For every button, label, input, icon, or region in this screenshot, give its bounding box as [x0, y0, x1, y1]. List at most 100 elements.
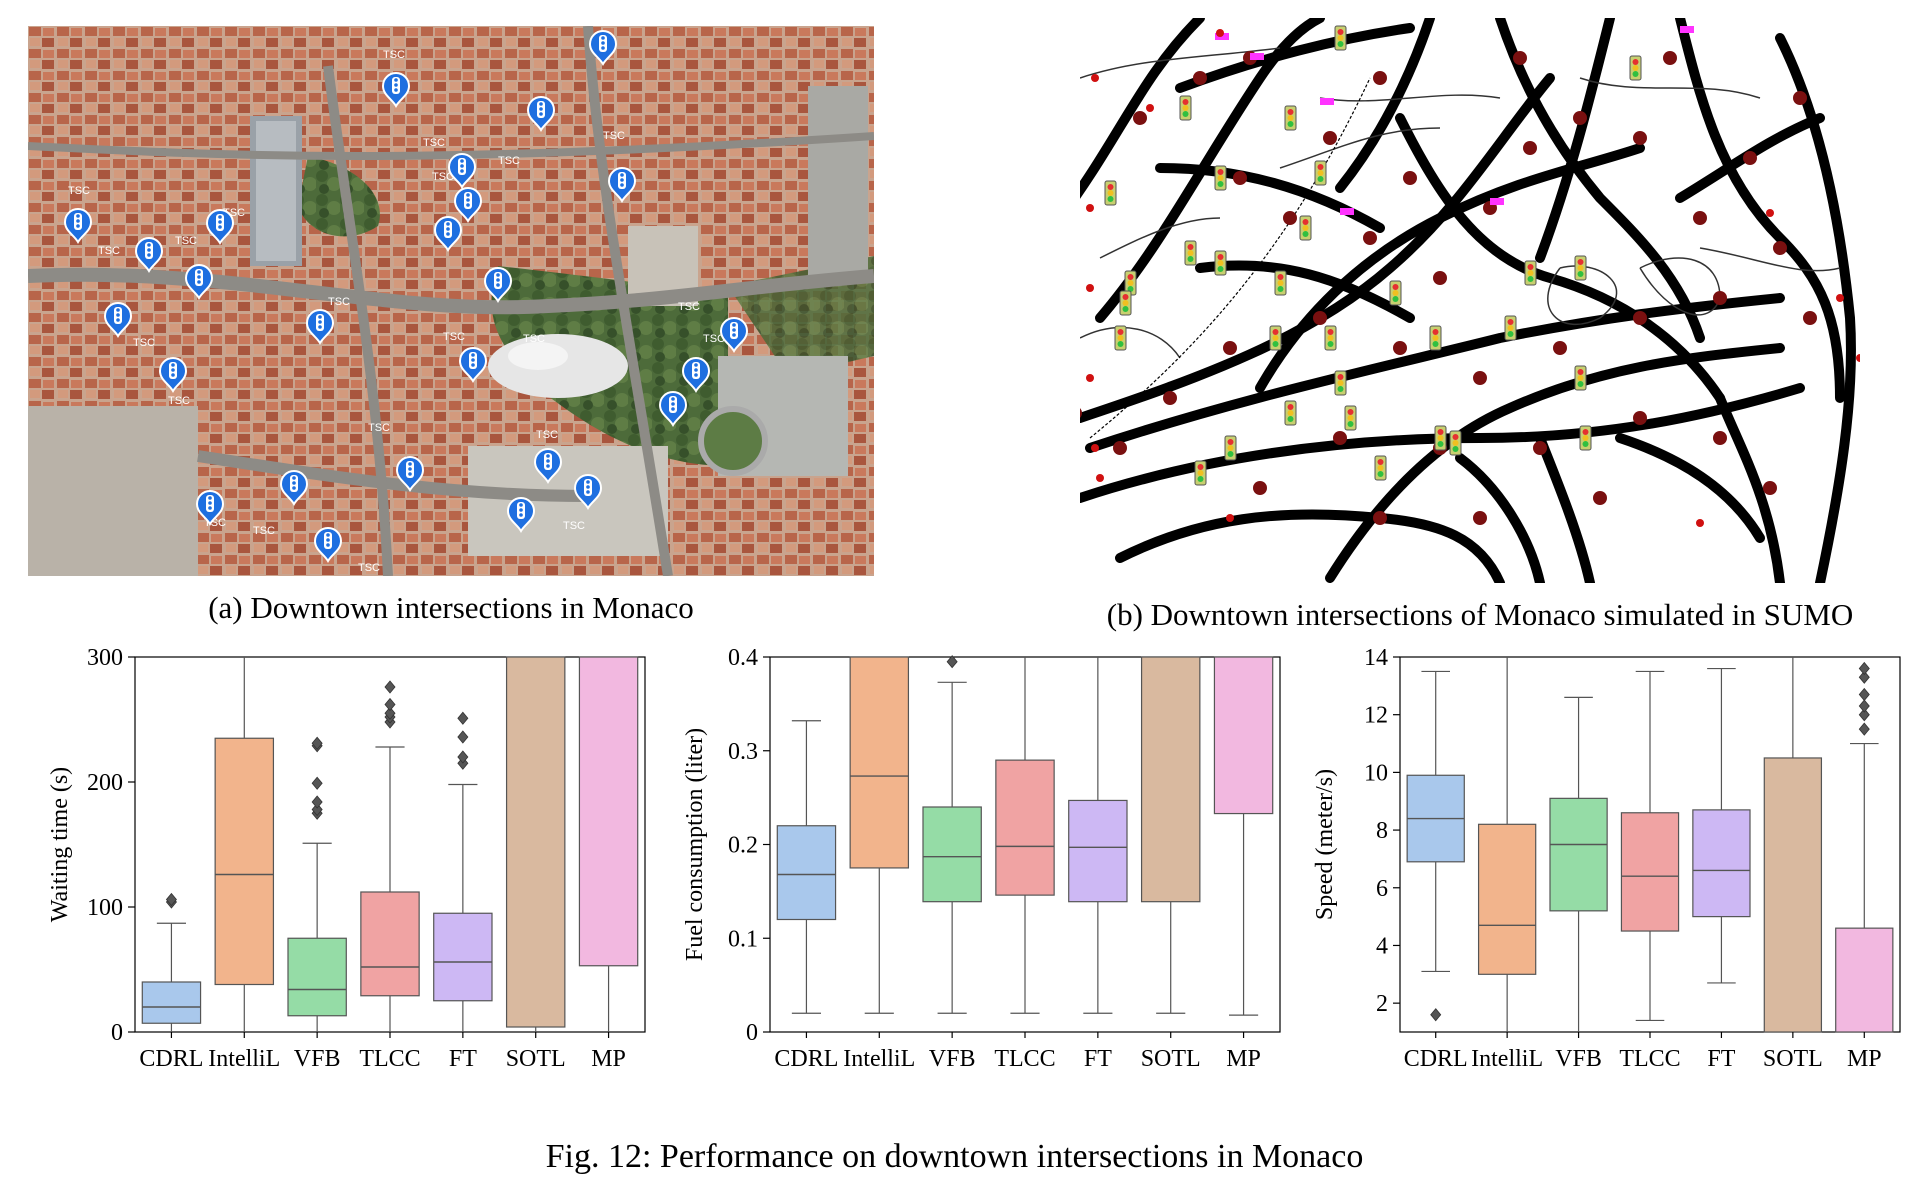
aerial-photo: TSC TSC TSC TSC TSC TSC TSC TSC TSC TSC TSC TSC TSC T… — [28, 26, 874, 576]
box-body — [287, 937, 347, 1017]
y-tick-label: 200 — [87, 770, 123, 796]
road-edge-minor — [1699, 247, 1841, 272]
junction-node — [1223, 341, 1237, 355]
junction-node — [1553, 341, 1567, 355]
box-cdrl — [776, 720, 837, 1014]
edge-highlight — [1340, 208, 1354, 215]
box-body — [1477, 823, 1537, 975]
x-tick-label: FT — [1707, 1046, 1735, 1072]
traffic-signal-pin-icon — [313, 527, 343, 564]
road-edge-minor — [1279, 127, 1441, 169]
x-tick-label: TLCC — [359, 1046, 420, 1072]
edge-highlight — [1320, 98, 1334, 105]
junction-node — [1323, 131, 1337, 145]
junction-node — [1113, 441, 1127, 455]
road-edge-minor — [1319, 94, 1501, 102]
traffic-signal-pin-icon — [395, 456, 425, 493]
tsc-badge: TSC — [703, 333, 725, 345]
road-edge-minor — [1099, 217, 1221, 259]
traffic-signal-pin-icon — [526, 96, 556, 133]
traffic-signal-pin-icon — [158, 357, 188, 394]
dead-end-node — [1146, 104, 1154, 112]
road-edge — [1095, 18, 1325, 323]
tsc-badge: TSC — [432, 171, 454, 183]
junction-node — [1793, 91, 1807, 105]
traffic-signal-pin-icon — [588, 30, 618, 67]
tsc-badge: TSC — [68, 185, 90, 197]
outlier-point — [1858, 687, 1870, 702]
y-tick-label: 0 — [746, 1020, 758, 1046]
box-vfb — [1549, 696, 1608, 1032]
box-sotl — [1763, 657, 1823, 1033]
box-tlcc — [1620, 670, 1680, 1022]
junction-node — [1403, 171, 1417, 185]
road-edge — [1455, 453, 1545, 583]
road-edge-minor — [1579, 77, 1761, 99]
tsc-badge: TSC — [523, 333, 545, 345]
y-tick-label: 4 — [1376, 933, 1388, 959]
outlier-point — [311, 795, 323, 809]
junction-node — [1233, 171, 1247, 185]
y-axis-label: Fuel consumption (liter) — [682, 728, 708, 961]
box-body — [1140, 656, 1201, 903]
traffic-light-icon — [1269, 325, 1282, 351]
y-tick-label: 8 — [1376, 818, 1388, 844]
traffic-light-icon — [1179, 95, 1192, 121]
dead-end-node — [1086, 284, 1094, 292]
road-edge — [1335, 18, 1435, 193]
y-tick-label: 0.4 — [728, 645, 758, 671]
traffic-light-icon — [1504, 315, 1517, 341]
traffic-light-icon — [1124, 270, 1137, 296]
tsc-badge: TSC — [563, 520, 585, 532]
dead-end-node — [1696, 519, 1704, 527]
tsc-badge: TSC — [383, 49, 405, 61]
junction-node — [1633, 311, 1647, 325]
junction-node — [1193, 71, 1207, 85]
rail-line — [1089, 77, 1371, 439]
box-mp — [1213, 656, 1274, 1016]
edge-highlight — [1490, 198, 1504, 205]
y-tick-label: 14 — [1364, 645, 1388, 671]
waiting-time-boxplot: 0 100 200 300 Waiting time (s) CDRL IntelliL VF… — [47, 645, 646, 1072]
x-tick-label: SOTL — [1141, 1046, 1201, 1072]
junction-node — [1713, 291, 1727, 305]
subcaption-a: (a) Downtown intersections in Monaco — [208, 590, 694, 625]
box-body — [1620, 812, 1680, 932]
outlier-point — [457, 750, 469, 764]
dead-end-node — [1836, 294, 1844, 302]
traffic-signal-pin-icon — [658, 391, 688, 428]
y-axis-label: Speed (meter/s) — [1312, 769, 1338, 920]
traffic-signal-pin-icon — [184, 264, 214, 301]
box-mp — [578, 656, 639, 1032]
outlier-point — [311, 736, 323, 750]
road-edge — [1535, 433, 1595, 583]
traffic-signal-pin-icon — [63, 208, 93, 245]
sumo-network — [1080, 18, 1860, 583]
traffic-light-icon — [1574, 365, 1587, 391]
box-body — [995, 759, 1055, 896]
traffic-signal-pin-icon — [279, 470, 309, 507]
outlier-point — [311, 802, 323, 817]
box-body — [214, 737, 275, 986]
road-edge — [1535, 18, 1615, 263]
x-tick-label: TLCC — [1619, 1046, 1680, 1072]
y-axis-label: Waiting time (s) — [47, 767, 73, 922]
junction-node — [1763, 481, 1777, 495]
road-edge — [1080, 383, 1805, 503]
box-body — [141, 981, 202, 1024]
outlier-point — [165, 892, 177, 907]
x-tick-label: TLCC — [994, 1046, 1055, 1072]
outlier-point — [1858, 722, 1870, 736]
traffic-light-icon — [1374, 455, 1387, 481]
sumo-network-panel — [1080, 18, 1860, 583]
dead-end-node — [1086, 374, 1094, 382]
traffic-signal-pin-icon — [447, 153, 477, 190]
box-body — [505, 656, 566, 1028]
junction-node — [1743, 151, 1757, 165]
junction-node — [1803, 311, 1817, 325]
road-edge — [1115, 509, 1505, 583]
traffic-light-icon — [1579, 425, 1592, 451]
traffic-light-icon — [1344, 405, 1357, 431]
traffic-signal-pin-icon — [381, 72, 411, 109]
junction-node — [1333, 431, 1347, 445]
